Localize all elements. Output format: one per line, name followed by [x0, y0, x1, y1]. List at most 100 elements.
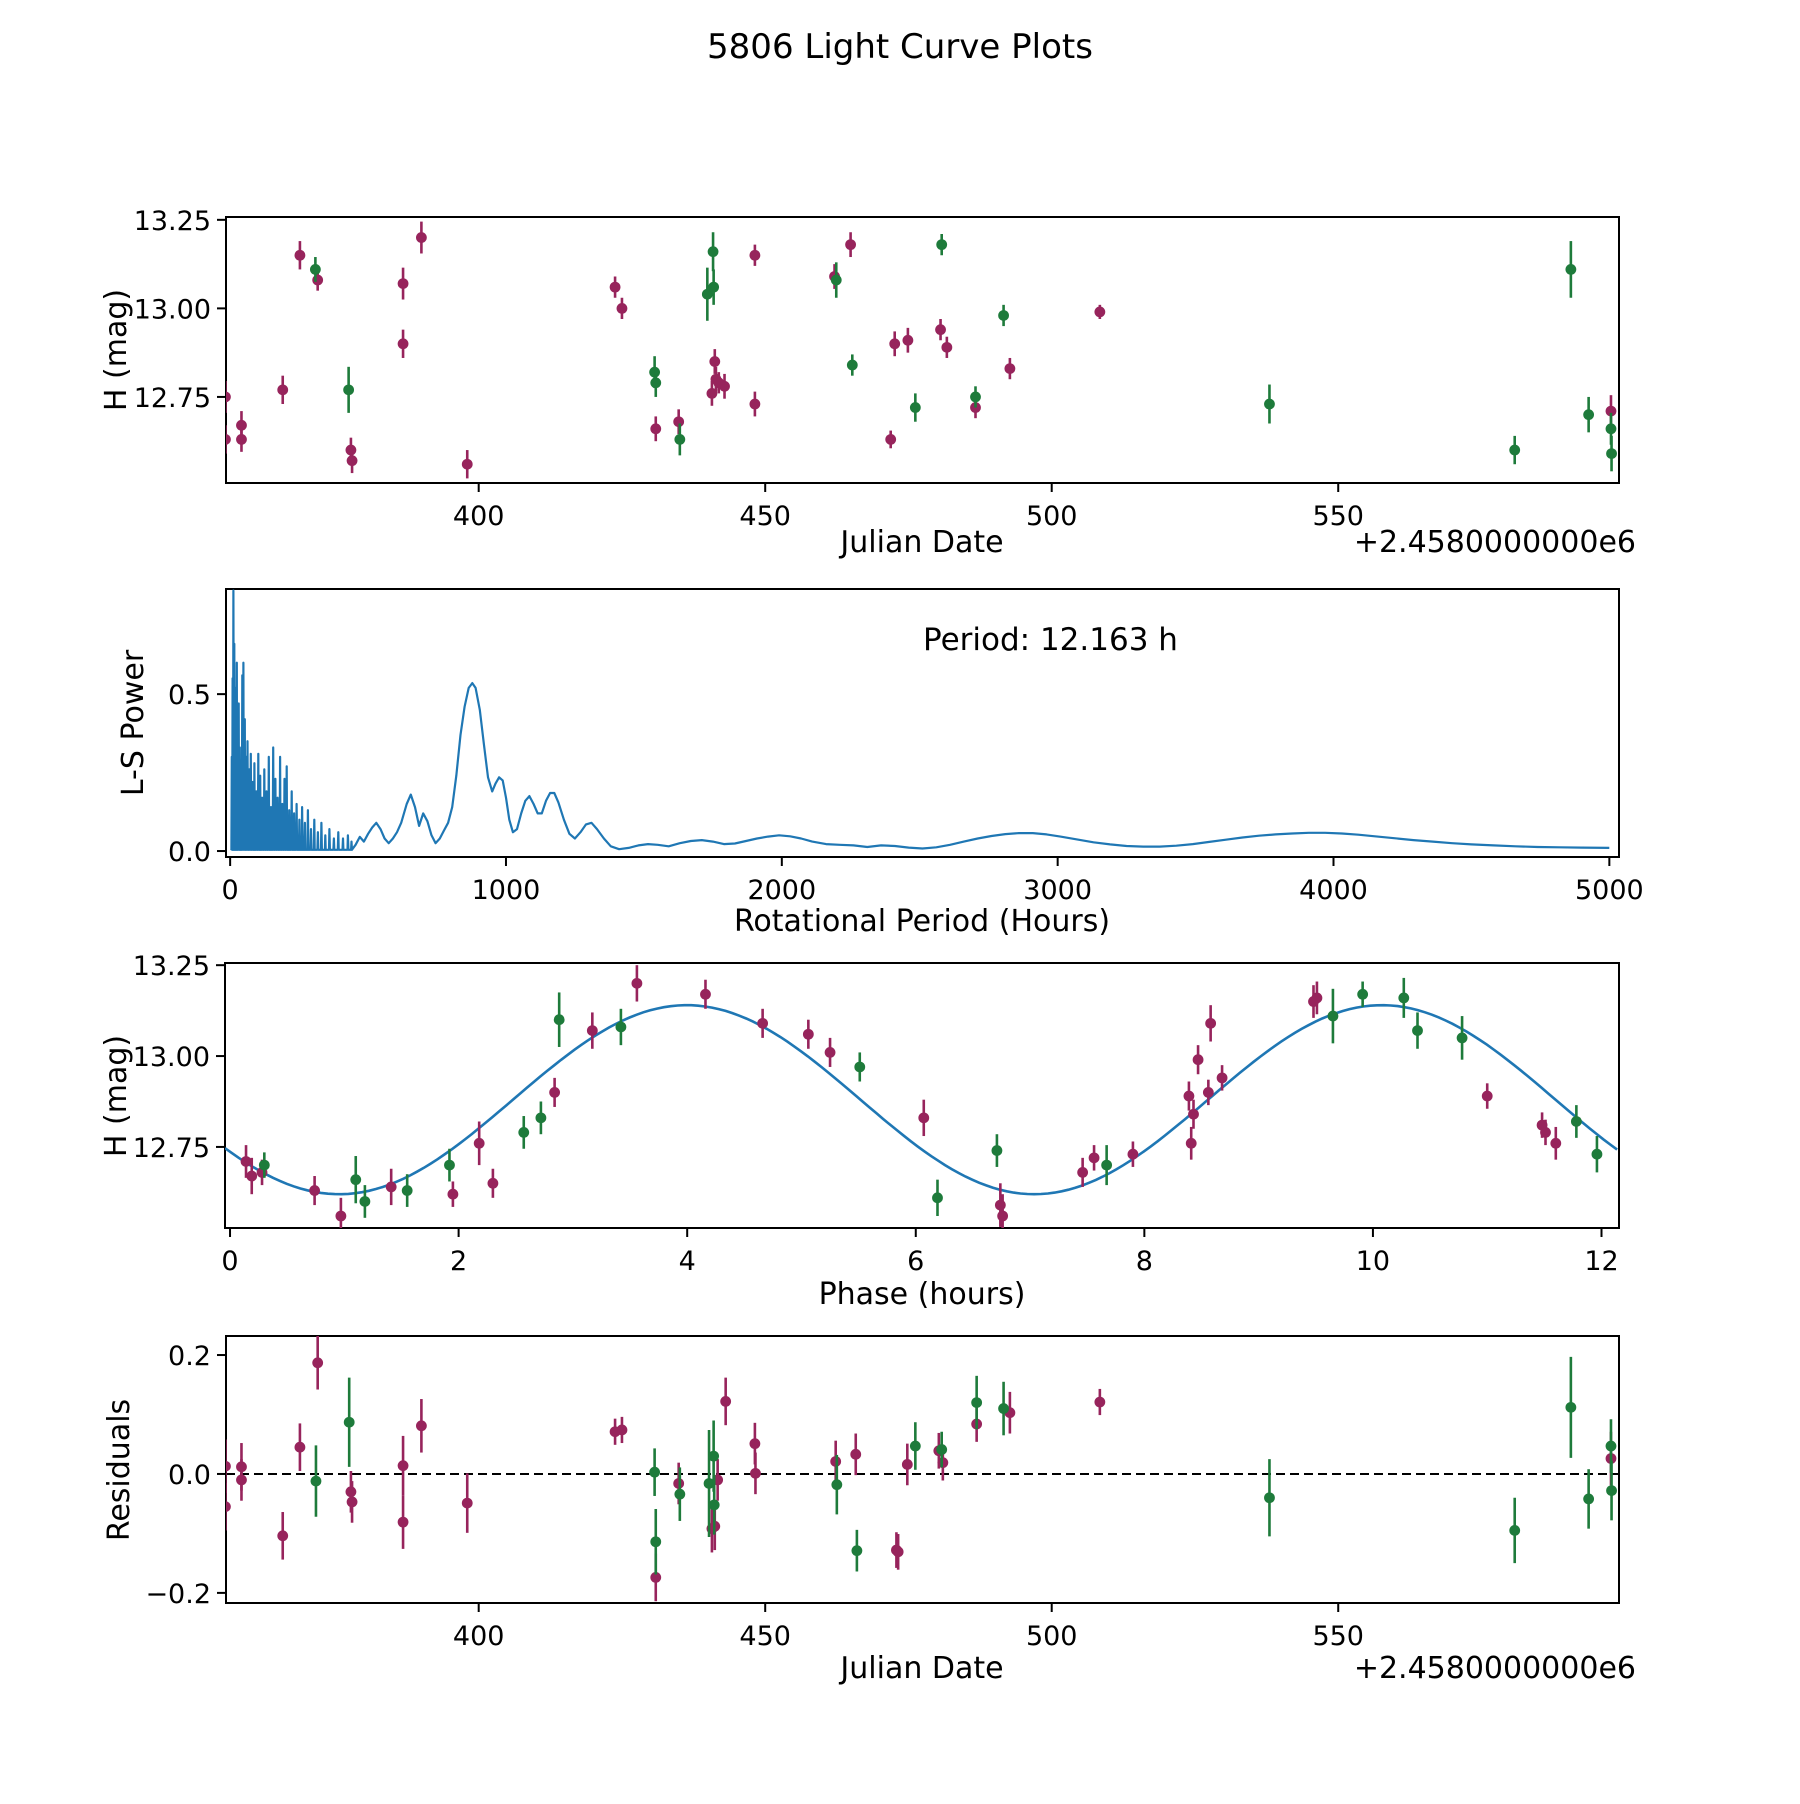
data-point: [1605, 423, 1617, 435]
data-point: [346, 455, 358, 467]
x-tick-label: 2: [450, 1246, 467, 1277]
data-point: [936, 239, 948, 251]
data-point: [1192, 1054, 1204, 1066]
data-point: [397, 338, 409, 350]
data-point: [343, 384, 355, 396]
data-point: [226, 1501, 231, 1513]
y-tick-label: 0.0: [168, 837, 211, 868]
y-tick-label: 13.00: [133, 1042, 210, 1073]
data-point: [1264, 1492, 1275, 1504]
data-point: [892, 1546, 904, 1558]
data-point: [1550, 1137, 1562, 1149]
data-point: [1202, 1087, 1214, 1098]
data-point: [1357, 988, 1369, 1000]
data-point: [802, 1028, 814, 1040]
data-point: [649, 1466, 661, 1478]
data-point: [359, 1196, 371, 1207]
data-point: [846, 359, 858, 371]
panel-lightcurve-jd: 400 450 500 550 12.75 13.00 13.25: [134, 206, 1620, 532]
data-point: [1565, 264, 1577, 275]
data-point: [1327, 1010, 1339, 1022]
data-point: [720, 1396, 732, 1407]
data-point: [616, 1424, 628, 1436]
y-tick-label: 12.75: [134, 383, 211, 414]
periodogram-trace: [230, 589, 1610, 851]
panel-phased-lightcurve: 0 2 4 6 8 10 12 12.75 13.00 13.25: [133, 951, 1620, 1277]
data-point: [757, 1017, 769, 1029]
x-tick-label: 500: [1026, 501, 1078, 532]
data-point: [673, 416, 685, 428]
data-point: [240, 1156, 252, 1167]
data-point: [1094, 1396, 1106, 1408]
x-tick-label: 4: [679, 1246, 696, 1277]
data-point: [994, 1199, 1006, 1211]
data-point: [461, 458, 473, 470]
panel2-ylabel: L-S Power: [116, 649, 151, 796]
tick-layer: 0 1000 2000 3000 4000 5000 0.0 0.5: [168, 680, 1644, 906]
data-point: [236, 434, 247, 445]
data-point: [935, 324, 946, 336]
data-point: [1570, 1116, 1582, 1127]
data-point: [1540, 1126, 1551, 1138]
data-point: [749, 398, 761, 410]
green-points: [310, 1356, 1617, 1575]
axes-frame: [225, 216, 1620, 484]
data-point: [1188, 1108, 1199, 1120]
data-point: [991, 1145, 1003, 1156]
panel3-xlabel: Phase (hours): [819, 1277, 1026, 1312]
data-point: [1606, 1485, 1617, 1497]
data-point: [650, 1536, 662, 1548]
panel-periodogram: 0 1000 2000 3000 4000 5000 0.0 0.5: [168, 588, 1644, 906]
data-point: [487, 1177, 499, 1189]
data-point: [309, 264, 321, 275]
data-layer: [226, 221, 1617, 479]
data-point: [310, 1475, 322, 1487]
data-point: [708, 281, 720, 293]
x-tick-label: 12: [1584, 1246, 1618, 1277]
data-point: [749, 1438, 761, 1450]
y-tick-label: 0.2: [168, 1341, 211, 1372]
data-point: [277, 384, 289, 396]
data-point: [1456, 1032, 1468, 1044]
y-tick-label: 13.25: [134, 206, 211, 237]
x-tick-label: 500: [1026, 1621, 1078, 1652]
data-point: [749, 249, 761, 261]
data-point: [707, 246, 719, 258]
y-tick-label: 0.5: [168, 680, 211, 711]
data-point: [226, 391, 231, 403]
data-point: [674, 434, 686, 445]
data-point: [998, 1403, 1009, 1414]
panel1-ylabel: H (mag): [99, 289, 134, 411]
tick-layer: 400 450 500 550 12.75 13.00 13.25: [134, 206, 1364, 532]
data-point: [1183, 1090, 1195, 1102]
green-points: [258, 977, 1603, 1218]
data-point: [447, 1188, 459, 1200]
data-point: [889, 338, 901, 350]
x-tick-label: 550: [1312, 501, 1364, 532]
data-point: [309, 1185, 321, 1196]
data-point: [1094, 306, 1106, 318]
data-point: [850, 1448, 862, 1460]
x-tick-label: 6: [907, 1246, 924, 1277]
data-point: [650, 423, 662, 435]
data-point: [473, 1137, 485, 1149]
data-point: [650, 1572, 662, 1583]
data-point: [831, 1479, 843, 1491]
data-point: [901, 1459, 913, 1470]
data-point: [1101, 1159, 1113, 1171]
x-tick-label: 3000: [1023, 875, 1092, 906]
y-tick-label: 0.0: [168, 1460, 211, 1491]
data-point: [415, 1420, 427, 1432]
data-point: [258, 1159, 270, 1171]
data-point: [708, 1499, 720, 1511]
data-point: [1583, 409, 1595, 421]
data-point: [1398, 992, 1410, 1004]
data-point: [385, 1181, 397, 1193]
data-point: [970, 391, 981, 403]
data-point: [294, 249, 306, 261]
data-point: [932, 1192, 943, 1204]
data-point: [824, 1047, 836, 1058]
data-point: [701, 288, 713, 300]
